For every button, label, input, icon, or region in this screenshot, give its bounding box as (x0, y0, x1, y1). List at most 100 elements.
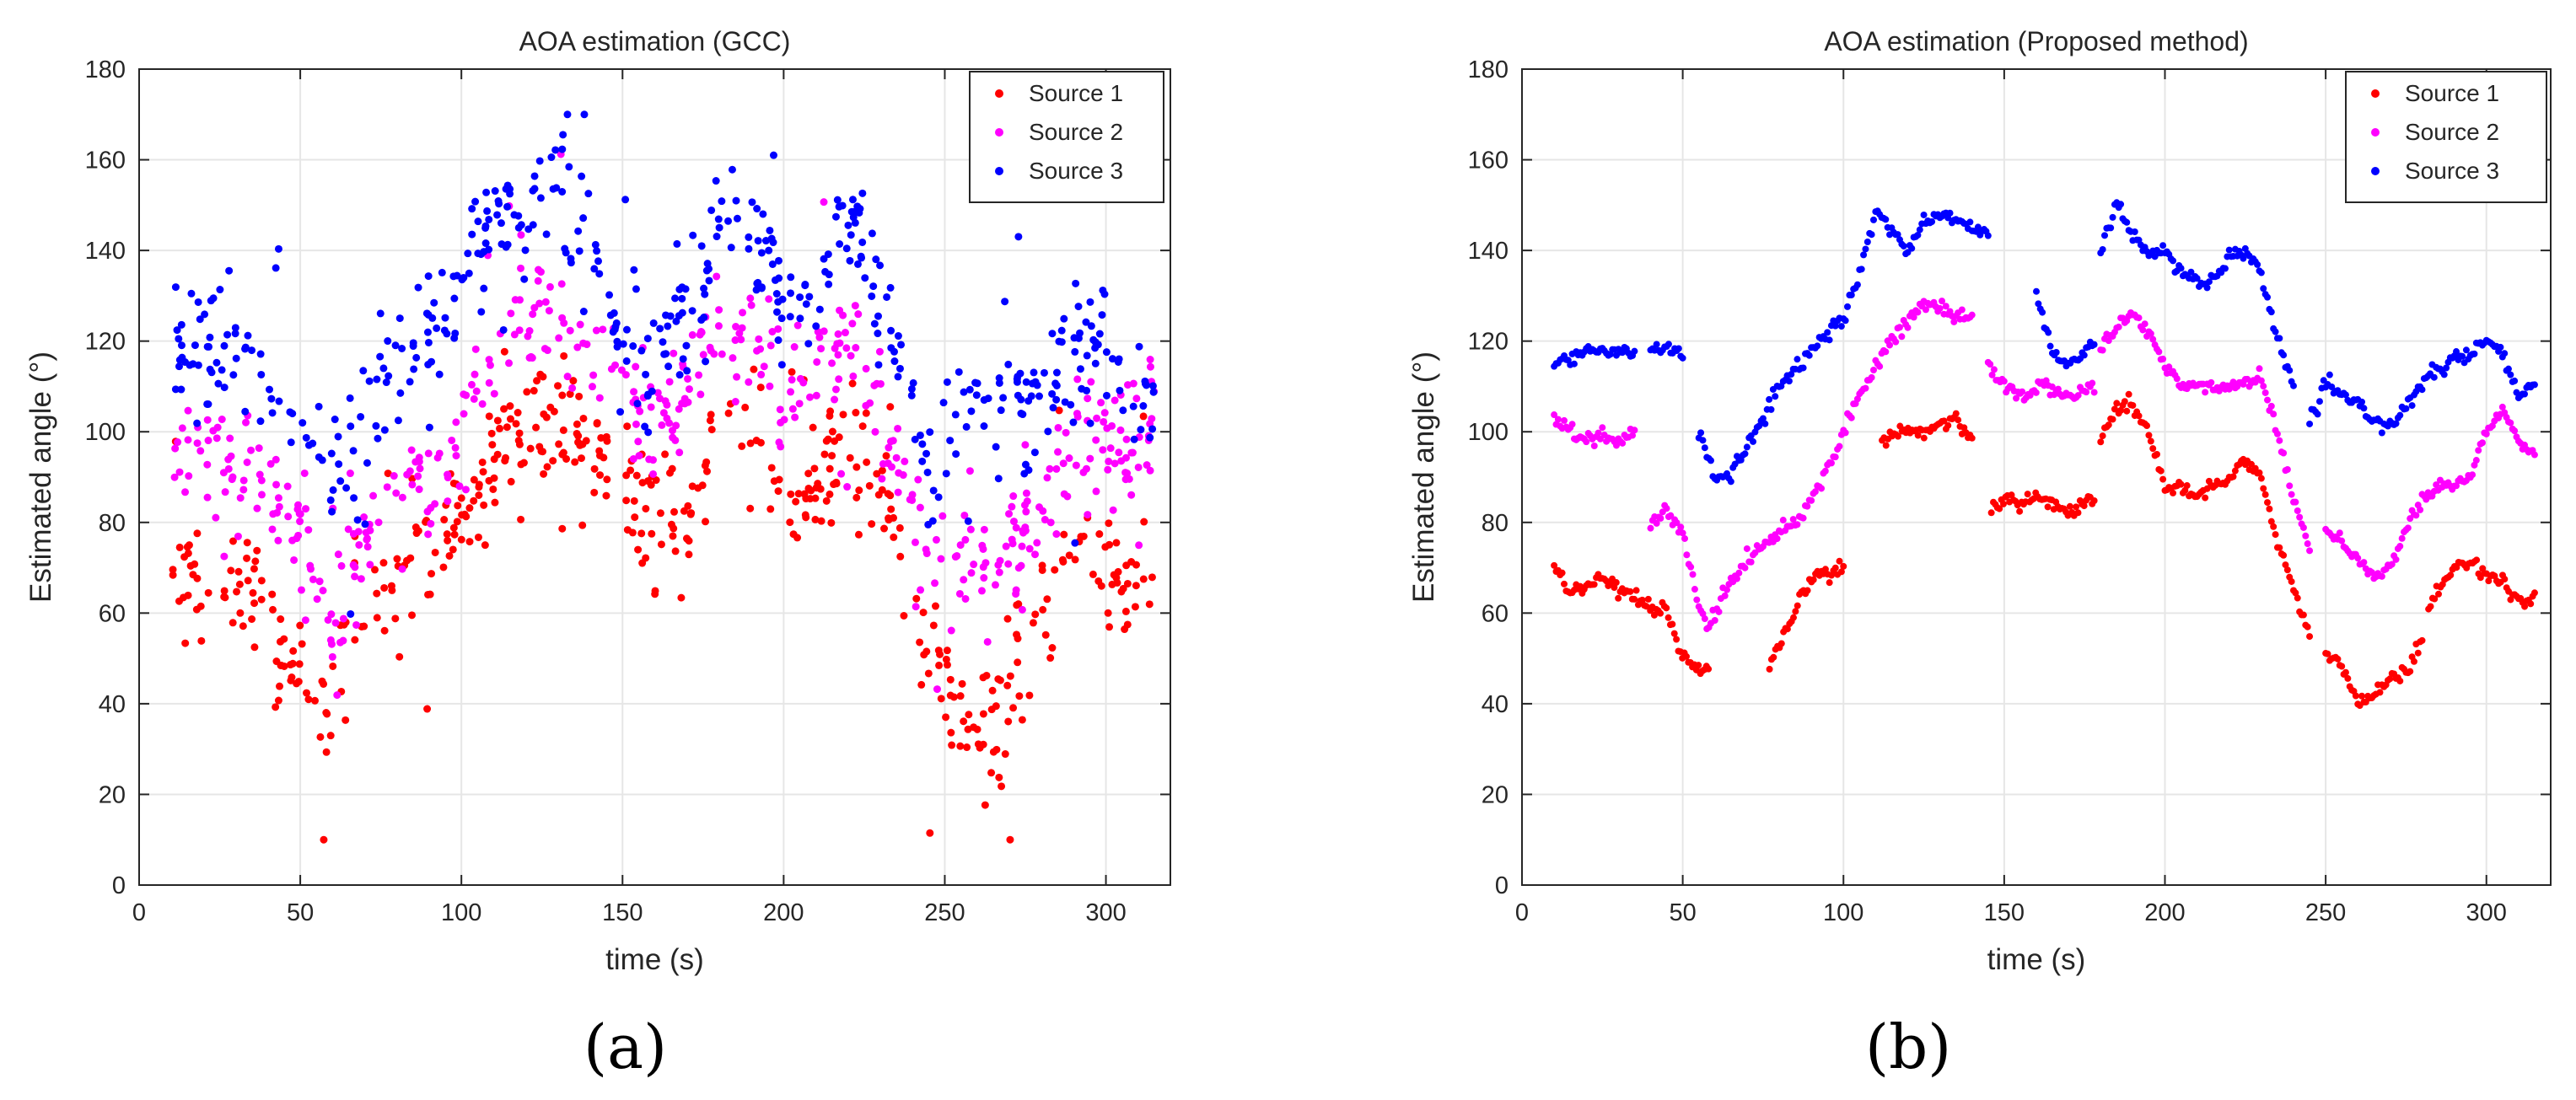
data-point (929, 621, 938, 630)
data-point (916, 638, 924, 647)
data-point (170, 473, 179, 481)
data-point (591, 240, 600, 249)
data-point (250, 599, 259, 608)
data-point (602, 432, 610, 441)
data-point (622, 325, 631, 334)
data-point (970, 561, 978, 569)
data-point (960, 717, 968, 726)
data-point (1847, 414, 1855, 421)
data-point (410, 365, 418, 373)
data-point (347, 609, 355, 618)
data-point (496, 424, 504, 432)
data-point (698, 481, 707, 490)
data-point (2453, 348, 2460, 356)
data-point (1681, 534, 1689, 542)
data-point (2497, 343, 2504, 351)
data-point (882, 452, 890, 460)
data-point (1826, 336, 1833, 344)
data-point (1653, 519, 1660, 527)
data-point (309, 575, 317, 583)
data-point (688, 482, 696, 491)
data-point (1087, 378, 1095, 386)
data-point (1804, 502, 1811, 510)
data-point (956, 541, 965, 550)
data-point (488, 441, 497, 449)
data-point (575, 247, 583, 255)
data-point (1840, 562, 1847, 570)
data-point (600, 453, 608, 462)
x-tick-label: 250 (2305, 899, 2346, 926)
data-point (189, 571, 197, 579)
data-point (632, 285, 640, 293)
data-point (754, 237, 762, 245)
data-point (515, 440, 524, 448)
data-point (218, 416, 226, 424)
panel-b-label: (b) (1865, 1011, 1952, 1082)
data-point (1590, 581, 1598, 588)
data-point (627, 466, 635, 475)
data-point (931, 579, 939, 588)
data-point (1031, 610, 1040, 619)
data-point (1814, 342, 1821, 350)
data-point (664, 362, 673, 371)
data-point (474, 217, 482, 226)
data-point (590, 464, 599, 473)
data-point (448, 436, 456, 444)
data-point (1631, 595, 1638, 603)
data-point (825, 271, 833, 279)
data-point (899, 471, 907, 480)
data-point (1842, 317, 1849, 325)
data-point (322, 709, 331, 717)
data-point (1590, 443, 1598, 450)
data-point (642, 370, 650, 378)
data-point (193, 439, 202, 448)
data-point (947, 728, 955, 737)
data-point (2276, 335, 2283, 342)
data-point (2292, 589, 2299, 597)
data-point (637, 529, 646, 538)
data-point (787, 289, 795, 298)
data-point (1988, 371, 1996, 378)
data-point (858, 189, 867, 197)
data-point (2433, 481, 2440, 489)
data-point (475, 480, 483, 489)
data-point (943, 647, 951, 655)
x-tick-label: 300 (2466, 899, 2507, 926)
data-point (171, 283, 180, 292)
data-point (892, 453, 901, 462)
data-point (599, 325, 607, 334)
data-point (1747, 558, 1755, 566)
data-point (826, 411, 834, 420)
data-point (2324, 650, 2331, 657)
data-point (842, 344, 851, 352)
data-point (2089, 379, 2096, 387)
data-point (510, 330, 519, 339)
data-point (2306, 420, 2314, 427)
data-point (239, 622, 247, 630)
data-point (274, 494, 282, 502)
data-point (560, 319, 568, 327)
data-point (967, 407, 976, 416)
data-point (2193, 275, 2201, 282)
data-point (2264, 499, 2272, 507)
data-point (766, 382, 774, 390)
data-point (532, 423, 540, 432)
data-point (1858, 266, 1865, 273)
data-point (1766, 395, 1773, 403)
data-point (363, 543, 372, 551)
data-point (718, 197, 726, 206)
data-point (866, 399, 874, 407)
data-point (272, 264, 280, 272)
data-point (409, 339, 417, 347)
data-point (718, 350, 726, 358)
data-point (232, 354, 240, 362)
data-point (277, 615, 285, 624)
data-point (791, 413, 799, 421)
data-point (247, 446, 255, 454)
data-point (697, 328, 706, 336)
data-point (1039, 605, 1047, 614)
data-point (675, 448, 684, 457)
data-point (284, 512, 293, 521)
